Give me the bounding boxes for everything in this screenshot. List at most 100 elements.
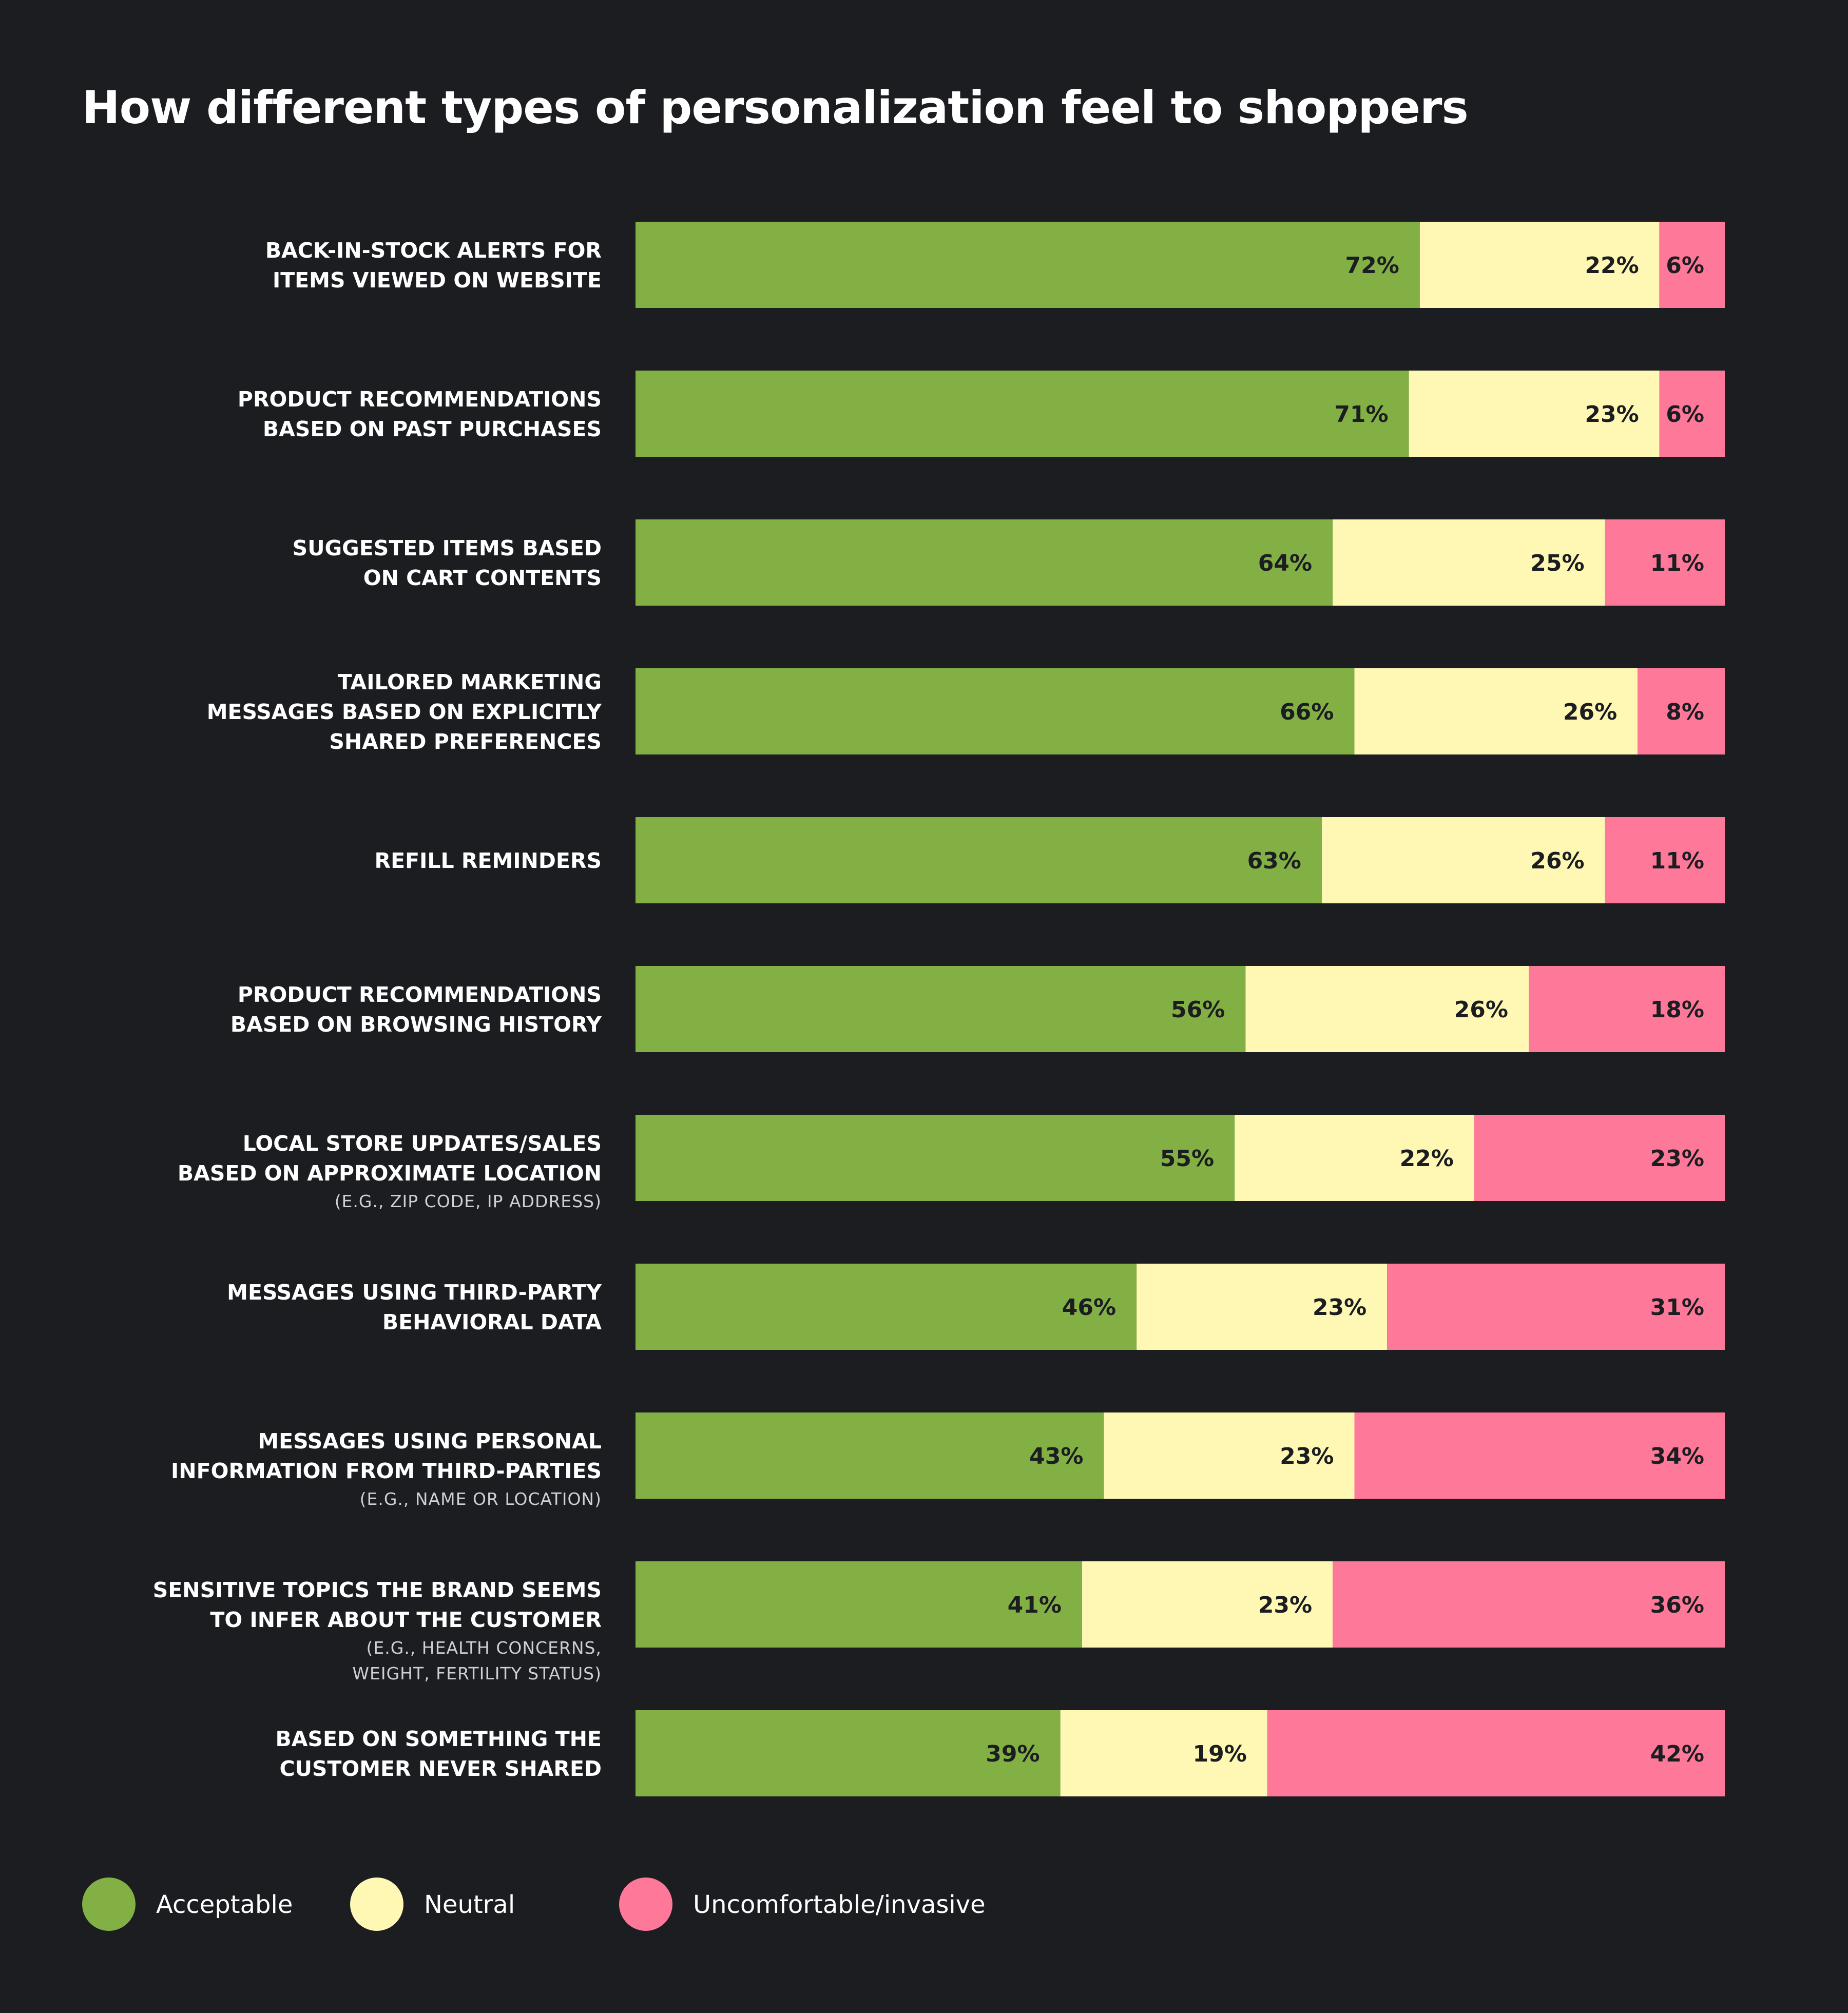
bar-row: BACK-IN-STOCK ALERTS FOR ITEMS VIEWED ON … (265, 222, 1725, 308)
data-label: 25% (1530, 550, 1584, 576)
data-label: 22% (1400, 1146, 1454, 1172)
data-label: 19% (1192, 1741, 1246, 1767)
chart-title: How different types of personalization f… (82, 81, 1468, 134)
category-label: SENSITIVE TOPICS THE BRAND SEEMS (153, 1578, 602, 1602)
bar-row: TAILORED MARKETING MESSAGES BASED ON EXPL… (207, 668, 1725, 754)
bar-segment-uncomfortable-invasive (1474, 1115, 1725, 1201)
data-label: 46% (1062, 1294, 1116, 1321)
legend-item: Acceptable (82, 1877, 293, 1931)
bar-segment-acceptable (636, 966, 1246, 1052)
bar-segment-neutral (1235, 1115, 1474, 1201)
category-label: BASED ON PAST PURCHASES (263, 417, 602, 441)
data-label: 11% (1650, 848, 1704, 874)
data-label: 56% (1171, 997, 1225, 1023)
data-label: 41% (1008, 1592, 1062, 1618)
bar-segment-uncomfortable-invasive (1638, 668, 1725, 754)
bar-row: SENSITIVE TOPICS THE BRAND SEEMS TO INFER… (153, 1561, 1725, 1683)
bar-segment-acceptable (636, 817, 1322, 903)
bar-segment-neutral (1060, 1710, 1267, 1796)
bar-segment-acceptable (636, 668, 1355, 754)
data-label: 6% (1666, 253, 1704, 279)
bar-segment-uncomfortable-invasive (1267, 1710, 1725, 1796)
bar-segment-uncomfortable-invasive (1659, 371, 1725, 457)
bar-segment-neutral (1104, 1412, 1355, 1499)
category-label: MESSAGES BASED ON EXPLICITLY (207, 700, 603, 724)
bar-segment-neutral (1137, 1264, 1388, 1350)
data-label: 63% (1247, 848, 1301, 874)
data-label: 23% (1258, 1592, 1312, 1618)
data-label: 39% (986, 1741, 1040, 1767)
bar-row: LOCAL STORE UPDATES/SALES BASED ON APPROX… (178, 1115, 1725, 1211)
category-note: WEIGHT, FERTILITY STATUS) (352, 1663, 602, 1683)
category-label: MESSAGES USING PERSONAL (258, 1429, 602, 1454)
bar-segment-uncomfortable-invasive (1387, 1264, 1725, 1350)
bar-row: SUGGESTED ITEMS BASED ON CART CONTENTS 64%… (293, 519, 1725, 606)
data-label: 23% (1313, 1294, 1366, 1321)
data-label: 23% (1585, 401, 1639, 428)
bar-segment-neutral (1409, 371, 1660, 457)
category-label: TO INFER ABOUT THE CUSTOMER (210, 1608, 602, 1632)
data-label: 22% (1585, 253, 1639, 279)
legend-label: Uncomfortable/invasive (693, 1890, 986, 1919)
legend-label: Acceptable (156, 1890, 293, 1919)
category-label: BEHAVIORAL DATA (382, 1310, 602, 1334)
bar-row: MESSAGES USING THIRD-PARTY BEHAVIORAL DAT… (227, 1264, 1725, 1350)
category-label: ON CART CONTENTS (363, 566, 602, 590)
data-label: 6% (1666, 401, 1704, 428)
bar-segment-acceptable (636, 1115, 1235, 1201)
category-label: MESSAGES USING THIRD-PARTY (227, 1280, 602, 1305)
bar-row: MESSAGES USING PERSONAL INFORMATION FROM … (171, 1412, 1725, 1509)
category-label: REFILL REMINDERS (375, 848, 602, 873)
category-label: ITEMS VIEWED ON WEBSITE (273, 268, 602, 293)
bar-segment-uncomfortable-invasive (1605, 817, 1725, 903)
bar-segment-acceptable (636, 371, 1409, 457)
category-note: (E.G., ZIP CODE, IP ADDRESS) (335, 1191, 602, 1211)
data-label: 55% (1160, 1146, 1214, 1172)
bar-segment-acceptable (636, 1264, 1137, 1350)
category-label: PRODUCT RECOMMENDATIONS (238, 387, 602, 412)
bar-segment-neutral (1321, 817, 1605, 903)
category-label: LOCAL STORE UPDATES/SALES (243, 1131, 602, 1156)
legend-item: Uncomfortable/invasive (619, 1877, 986, 1931)
bar-segment-uncomfortable-invasive (1529, 966, 1725, 1052)
legend-item: Neutral (350, 1877, 515, 1931)
data-label: 26% (1454, 997, 1508, 1023)
data-label: 18% (1650, 997, 1704, 1023)
legend-swatch (619, 1877, 672, 1931)
category-label: CUSTOMER NEVER SHARED (280, 1756, 602, 1781)
bar-segment-neutral (1419, 222, 1660, 308)
bar-row: REFILL REMINDERS 63% 26% 11% (375, 817, 1725, 903)
data-label: 8% (1666, 699, 1704, 725)
data-label: 43% (1029, 1443, 1083, 1469)
bar-segment-uncomfortable-invasive (1354, 1412, 1725, 1499)
bar-segment-acceptable (636, 1412, 1104, 1499)
data-label: 71% (1334, 401, 1388, 428)
data-label: 66% (1280, 699, 1334, 725)
category-label: SUGGESTED ITEMS BASED (293, 536, 602, 560)
bar-segment-acceptable (636, 519, 1333, 606)
bar-segment-neutral (1245, 966, 1529, 1052)
data-label: 23% (1650, 1146, 1704, 1172)
category-label: BASED ON BROWSING HISTORY (230, 1012, 602, 1037)
data-label: 42% (1650, 1741, 1704, 1767)
data-label: 34% (1650, 1443, 1704, 1469)
category-note: (E.G., HEALTH CONCERNS, (367, 1638, 602, 1658)
bar-segment-uncomfortable-invasive (1659, 222, 1725, 308)
bar-segment-acceptable (636, 1561, 1082, 1648)
category-label: INFORMATION FROM THIRD-PARTIES (171, 1459, 602, 1483)
category-label: BACK-IN-STOCK ALERTS FOR (265, 238, 602, 263)
legend-swatch (82, 1877, 136, 1931)
category-note: (E.G., NAME OR LOCATION) (360, 1489, 602, 1509)
chart-rows: BACK-IN-STOCK ALERTS FOR ITEMS VIEWED ON … (153, 222, 1725, 1796)
bar-row: PRODUCT RECOMMENDATIONS BASED ON PAST PUR… (238, 371, 1725, 457)
data-label: 36% (1650, 1592, 1704, 1618)
data-label: 31% (1650, 1294, 1704, 1321)
legend-swatch (350, 1877, 403, 1931)
data-label: 11% (1650, 550, 1704, 576)
category-label: BASED ON APPROXIMATE LOCATION (178, 1161, 602, 1186)
data-label: 26% (1530, 848, 1584, 874)
data-label: 72% (1345, 253, 1399, 279)
category-label: TAILORED MARKETING (338, 670, 602, 694)
category-label: SHARED PREFERENCES (329, 729, 602, 754)
